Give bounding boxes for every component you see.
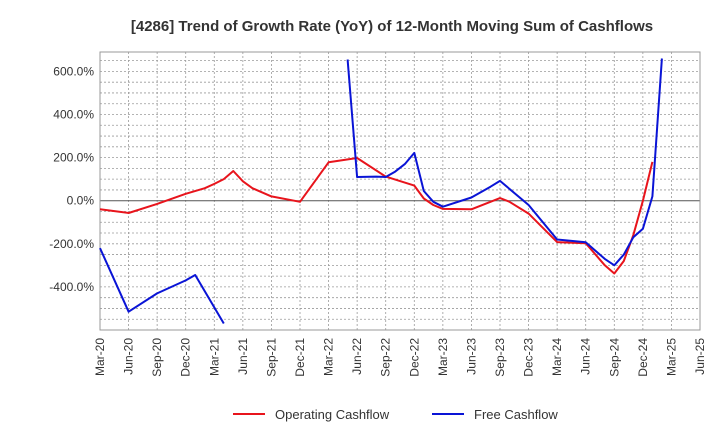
x-tick-label: Dec-22 bbox=[407, 338, 421, 377]
chart-title: [4286] Trend of Growth Rate (YoY) of 12-… bbox=[131, 18, 653, 35]
x-tick-label: Mar-21 bbox=[207, 338, 221, 376]
x-tick-label: Sep-23 bbox=[493, 338, 507, 377]
series-lines bbox=[99, 58, 663, 325]
grid bbox=[100, 52, 700, 330]
series-line-free-cashflow bbox=[346, 58, 663, 267]
series-line-operating-cashflow bbox=[99, 157, 654, 275]
x-tick-label: Jun-23 bbox=[464, 338, 478, 375]
y-tick-label: 0.0% bbox=[67, 194, 95, 208]
x-axis-labels: Mar-20 Jun-20 Sep-20 Dec-20 Mar-21 Jun-21 Sep-… bbox=[93, 338, 707, 377]
x-tick-label: Jun-25 bbox=[693, 338, 707, 375]
x-tick-label: Mar-20 bbox=[93, 338, 107, 376]
x-tick-label: Dec-23 bbox=[522, 338, 536, 377]
x-tick-label: Mar-23 bbox=[436, 338, 450, 376]
x-tick-label: Dec-21 bbox=[293, 338, 307, 377]
y-tick-label: 400.0% bbox=[53, 107, 94, 121]
x-tick-label: Sep-22 bbox=[379, 338, 393, 377]
legend-label: Free Cashflow bbox=[474, 407, 558, 422]
x-tick-label: Mar-24 bbox=[550, 338, 564, 376]
y-axis-labels: -400.0% -200.0% 0.0% 200.0% 400.0% 600.0% bbox=[49, 64, 94, 294]
x-tick-label: Jun-22 bbox=[350, 338, 364, 375]
legend: Operating Cashflow Free Cashflow bbox=[233, 407, 558, 422]
y-tick-label: 200.0% bbox=[53, 151, 94, 165]
y-tick-label: -200.0% bbox=[49, 237, 94, 251]
x-tick-label: Mar-22 bbox=[322, 338, 336, 376]
legend-label: Operating Cashflow bbox=[275, 407, 390, 422]
series-line-free-cashflow bbox=[99, 247, 225, 325]
y-tick-label: -400.0% bbox=[49, 280, 94, 294]
x-tick-label: Sep-20 bbox=[150, 338, 164, 377]
x-tick-label: Dec-20 bbox=[179, 338, 193, 377]
y-tick-label: 600.0% bbox=[53, 64, 94, 78]
x-tick-label: Sep-24 bbox=[607, 338, 621, 377]
x-tick-label: Jun-20 bbox=[122, 338, 136, 375]
x-tick-label: Jun-24 bbox=[579, 338, 593, 375]
x-tick-label: Jun-21 bbox=[236, 338, 250, 375]
x-tick-label: Sep-21 bbox=[264, 338, 278, 377]
plot-area-border bbox=[99, 51, 701, 331]
x-tick-label: Dec-24 bbox=[636, 338, 650, 377]
x-tick-label: Mar-25 bbox=[664, 338, 678, 376]
